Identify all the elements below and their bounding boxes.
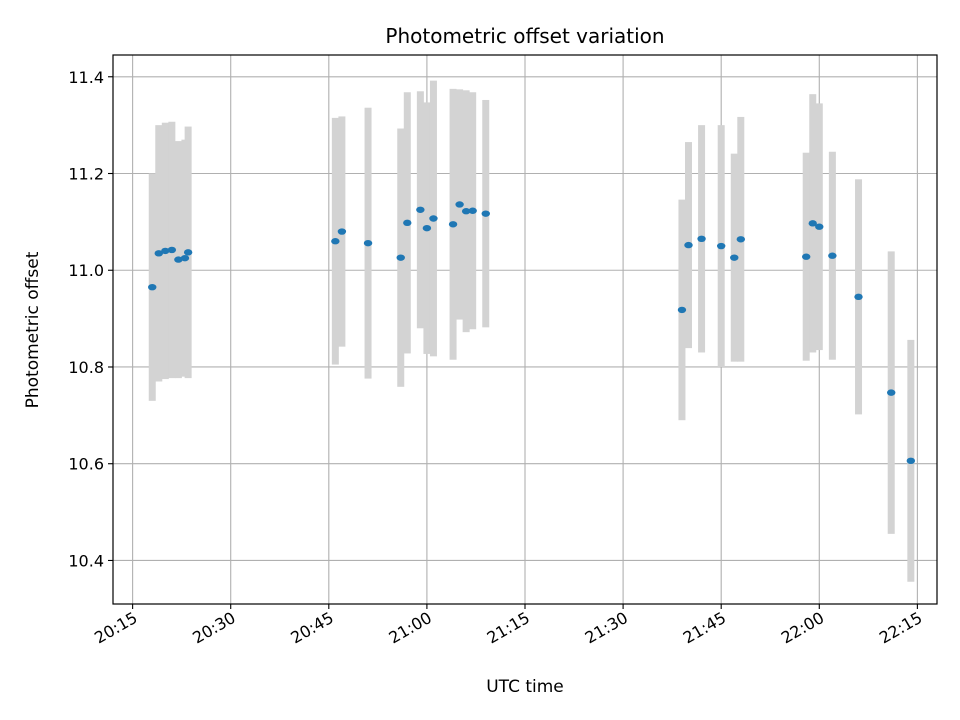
x-tick-label: 20:30 <box>189 608 238 648</box>
y-axis-title: Photometric offset <box>23 251 43 408</box>
data-point <box>429 215 438 222</box>
data-point <box>906 457 916 465</box>
data-point <box>461 208 471 215</box>
data-point <box>448 221 458 228</box>
data-point <box>183 249 193 256</box>
data-point <box>802 253 811 260</box>
grid-lines <box>113 55 937 604</box>
error-bars <box>148 80 915 582</box>
data-point <box>403 219 412 227</box>
data-point <box>730 254 739 261</box>
data-point <box>736 236 746 243</box>
data-point <box>161 247 170 255</box>
data-point <box>854 293 863 301</box>
data-point <box>828 252 837 259</box>
data-point <box>887 389 896 396</box>
x-tick-label: 21:15 <box>484 608 533 648</box>
data-point <box>337 228 347 235</box>
data-point <box>416 206 425 213</box>
data-point <box>331 238 340 245</box>
y-tick-label: 11.4 <box>68 68 104 87</box>
data-point <box>677 306 687 314</box>
data-point <box>481 210 490 217</box>
data-point <box>422 224 432 232</box>
y-tick-label: 11.2 <box>68 165 104 184</box>
x-tick-label: 21:30 <box>582 608 631 648</box>
data-point <box>697 235 706 243</box>
x-tick-label: 21:00 <box>385 608 434 648</box>
data-point <box>468 207 477 214</box>
x-axis-ticks: 20:15 20:30 20:45 21:00 21:15 21:30 21:45 22:00… <box>91 604 925 648</box>
y-axis-ticks: 10.4 10.6 10.8 11.0 11.2 11.4 <box>68 68 113 570</box>
data-point <box>180 254 190 262</box>
data-point <box>684 241 693 249</box>
data-point <box>716 242 726 250</box>
data-point <box>154 250 163 257</box>
x-tick-label: 22:00 <box>778 608 827 648</box>
data-point <box>363 239 373 247</box>
y-tick-label: 10.8 <box>68 358 104 377</box>
data-point <box>455 201 464 208</box>
data-point <box>148 283 157 291</box>
x-tick-label: 20:15 <box>91 608 140 648</box>
y-tick-label: 10.4 <box>68 551 104 570</box>
y-tick-label: 11.0 <box>68 261 104 280</box>
x-tick-label: 22:15 <box>876 608 925 648</box>
data-point <box>174 256 183 263</box>
data-points <box>148 201 916 465</box>
data-point <box>167 246 177 254</box>
chart-title: Photometric offset variation <box>385 24 664 48</box>
x-tick-label: 21:45 <box>680 608 729 648</box>
x-axis-title: UTC time <box>486 677 564 697</box>
data-point <box>396 254 405 261</box>
data-point <box>815 223 824 230</box>
data-point <box>808 220 817 227</box>
x-tick-label: 20:45 <box>287 608 336 648</box>
y-tick-label: 10.6 <box>68 455 104 474</box>
